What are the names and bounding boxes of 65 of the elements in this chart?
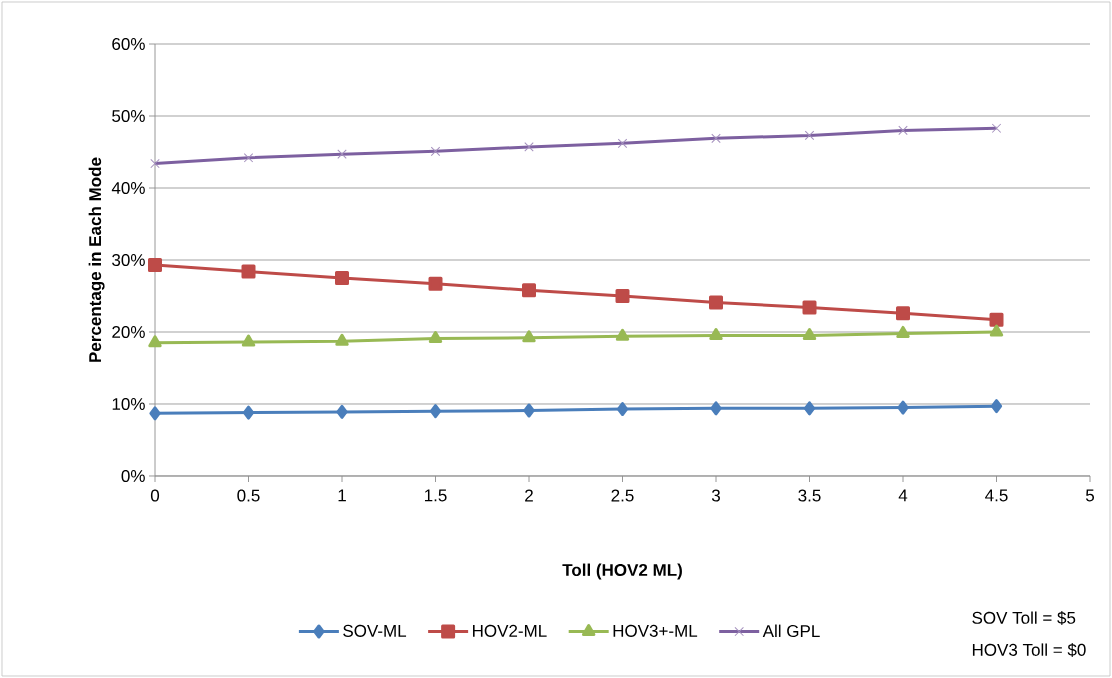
point xyxy=(241,334,256,347)
point xyxy=(802,300,817,315)
point xyxy=(523,403,535,418)
x-tick-label: 0 xyxy=(150,489,160,502)
point xyxy=(429,404,442,419)
point xyxy=(897,400,909,415)
y-tick-label: 10% xyxy=(112,397,145,411)
point xyxy=(243,153,254,163)
point xyxy=(522,330,536,343)
legend-label: HOV2-ML xyxy=(473,624,547,637)
point xyxy=(148,335,162,348)
x-axis-title: Toll (HOV2 ML) xyxy=(562,563,682,580)
legend-label: HOV3+-ML xyxy=(613,624,698,637)
point xyxy=(709,295,724,310)
point xyxy=(428,276,443,291)
point xyxy=(898,125,908,136)
point xyxy=(615,289,630,303)
x-tick-label: 3 xyxy=(711,489,720,502)
point xyxy=(990,399,1003,414)
y-tick-label: 40% xyxy=(111,181,145,195)
point xyxy=(430,146,441,157)
y-tick-label: 20% xyxy=(112,325,145,339)
x-tick-label: 2 xyxy=(525,489,533,502)
point xyxy=(991,123,1002,133)
text: SOV Toll = $5 xyxy=(972,611,1076,625)
point xyxy=(896,306,910,321)
point xyxy=(149,406,161,421)
y-tick-label: 50% xyxy=(112,109,145,123)
point xyxy=(242,405,255,420)
point xyxy=(989,312,1004,327)
x-tick-label: 1 xyxy=(338,489,346,502)
point xyxy=(335,271,349,285)
point xyxy=(989,324,1004,337)
point xyxy=(709,328,723,341)
y-tick-label: 0% xyxy=(121,469,145,483)
point xyxy=(803,401,816,416)
point xyxy=(241,264,256,279)
y-axis-title: Percentage in Each Mode xyxy=(88,157,105,362)
y-tick-label: 30% xyxy=(112,253,145,267)
point xyxy=(802,328,817,341)
point xyxy=(428,330,443,343)
point xyxy=(617,138,628,149)
x-tick-label: 5 xyxy=(1085,489,1095,502)
point xyxy=(522,283,536,298)
point xyxy=(896,325,910,338)
point xyxy=(335,333,349,346)
x-tick-label: 4.5 xyxy=(985,489,1008,502)
text: HOV3 Toll = $0 xyxy=(972,643,1086,657)
y-tick-label: 60% xyxy=(112,37,145,51)
point xyxy=(711,133,721,144)
x-tick-label: 0.5 xyxy=(237,489,260,502)
point xyxy=(616,402,629,417)
x-tick-label: 2.5 xyxy=(611,489,634,502)
x-tick-label: 1.5 xyxy=(424,489,447,502)
point xyxy=(615,328,630,341)
point xyxy=(336,404,348,419)
point xyxy=(710,401,722,416)
legend-label: SOV-ML xyxy=(343,624,407,637)
x-tick-label: 3.5 xyxy=(798,489,821,502)
point xyxy=(524,142,534,152)
point xyxy=(804,130,815,141)
x-tick-label: 4 xyxy=(898,489,908,502)
legend-label: All GPL xyxy=(762,624,820,638)
point xyxy=(148,258,162,273)
point xyxy=(337,149,347,159)
